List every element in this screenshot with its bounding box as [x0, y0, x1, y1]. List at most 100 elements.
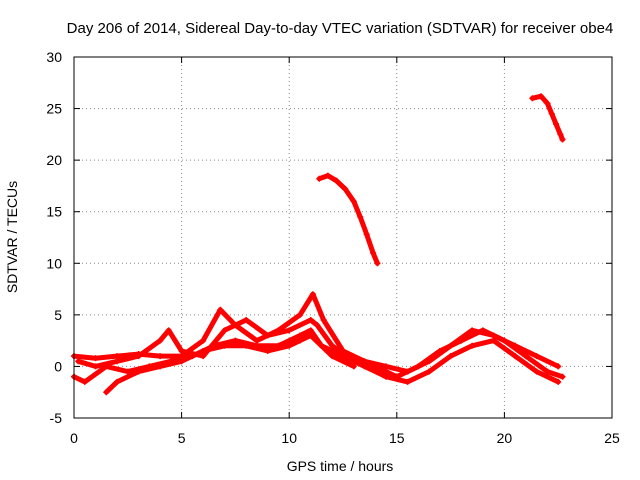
data-point	[490, 337, 497, 344]
data-point	[92, 355, 99, 362]
plot-frame	[73, 56, 613, 419]
data-point	[307, 317, 314, 324]
y-tick-label: 10	[46, 255, 62, 271]
data-point	[286, 327, 293, 334]
y-tick-label: 15	[46, 204, 62, 220]
data-point	[404, 378, 411, 385]
data-point	[178, 358, 185, 365]
data-point	[559, 136, 566, 143]
y-tick-label: -5	[50, 410, 63, 426]
data-point	[114, 358, 121, 365]
data-point	[533, 353, 540, 360]
x-tick-label: 0	[70, 430, 78, 446]
data-point	[426, 368, 433, 375]
grid-lines	[74, 57, 612, 418]
data-point	[544, 100, 551, 107]
data-point	[479, 327, 486, 334]
data-point	[522, 353, 529, 360]
series-2	[75, 317, 566, 380]
data-point	[296, 311, 303, 318]
data-point	[553, 121, 560, 128]
data-point	[286, 342, 293, 349]
data-point	[458, 337, 465, 344]
data-point	[135, 353, 142, 360]
data-point	[559, 373, 566, 380]
data-point	[555, 363, 562, 370]
series-4	[103, 332, 357, 396]
data-point	[309, 291, 316, 298]
data-point	[124, 368, 131, 375]
x-axis-label: GPS time / hours	[287, 458, 394, 474]
series-trace	[75, 317, 565, 380]
data-point	[157, 363, 164, 370]
data-point	[200, 353, 207, 360]
data-point	[436, 347, 443, 354]
data-points	[71, 93, 566, 396]
data-point	[103, 389, 110, 396]
data-point	[383, 373, 390, 380]
x-tick-label: 20	[497, 430, 513, 446]
data-point	[200, 347, 207, 354]
data-point	[316, 175, 323, 182]
data-point	[557, 131, 564, 138]
data-point	[363, 231, 370, 238]
axis-ticks: 0 5 10 15 20 25 -5 0 5 10 15 20 25 30	[46, 49, 620, 446]
data-point	[329, 353, 336, 360]
data-point	[92, 363, 99, 370]
data-point	[333, 177, 340, 184]
data-point	[501, 337, 508, 344]
x-tick-label: 15	[389, 430, 405, 446]
data-point	[307, 332, 314, 339]
data-point	[135, 368, 142, 375]
data-point	[350, 363, 357, 370]
data-point	[469, 327, 476, 334]
data-point	[320, 317, 327, 324]
data-point	[157, 353, 164, 360]
data-point	[114, 353, 121, 360]
data-point	[415, 363, 422, 370]
y-tick-label: 20	[46, 152, 62, 168]
data-point	[221, 327, 228, 334]
series-5	[316, 172, 381, 267]
data-point	[296, 332, 303, 339]
data-point	[512, 353, 519, 360]
y-tick-label: 0	[54, 358, 62, 374]
data-point	[314, 322, 321, 329]
data-point	[340, 353, 346, 360]
series-6	[529, 93, 566, 143]
data-point	[357, 213, 364, 220]
data-point	[200, 337, 207, 344]
data-point	[221, 342, 228, 349]
data-point	[264, 347, 271, 354]
data-point	[296, 337, 303, 344]
data-point	[217, 306, 224, 313]
x-tick-label: 10	[281, 430, 297, 446]
data-point	[157, 337, 164, 344]
data-point	[243, 342, 250, 349]
data-point	[383, 363, 390, 370]
data-point	[555, 378, 562, 385]
data-point	[243, 317, 250, 324]
data-point	[81, 378, 88, 385]
data-point	[264, 332, 271, 339]
y-tick-label: 30	[46, 49, 62, 65]
data-point	[103, 363, 110, 370]
x-tick-label: 5	[178, 430, 186, 446]
data-point	[544, 368, 551, 375]
data-point	[529, 95, 536, 102]
series-trace	[103, 333, 357, 395]
y-tick-label: 5	[54, 307, 62, 323]
data-point	[447, 353, 454, 360]
data-point	[75, 358, 82, 365]
chart-title: Day 206 of 2014, Sidereal Day-to-day VTE…	[67, 20, 614, 37]
x-tick-label: 25	[604, 430, 620, 446]
data-point	[232, 337, 239, 344]
data-point	[469, 342, 476, 349]
y-axis-label: SDTVAR / TECUs	[4, 181, 20, 293]
data-point	[374, 260, 381, 267]
data-point	[342, 186, 349, 193]
data-point	[537, 93, 544, 100]
data-point	[533, 368, 540, 375]
data-point	[178, 347, 185, 354]
